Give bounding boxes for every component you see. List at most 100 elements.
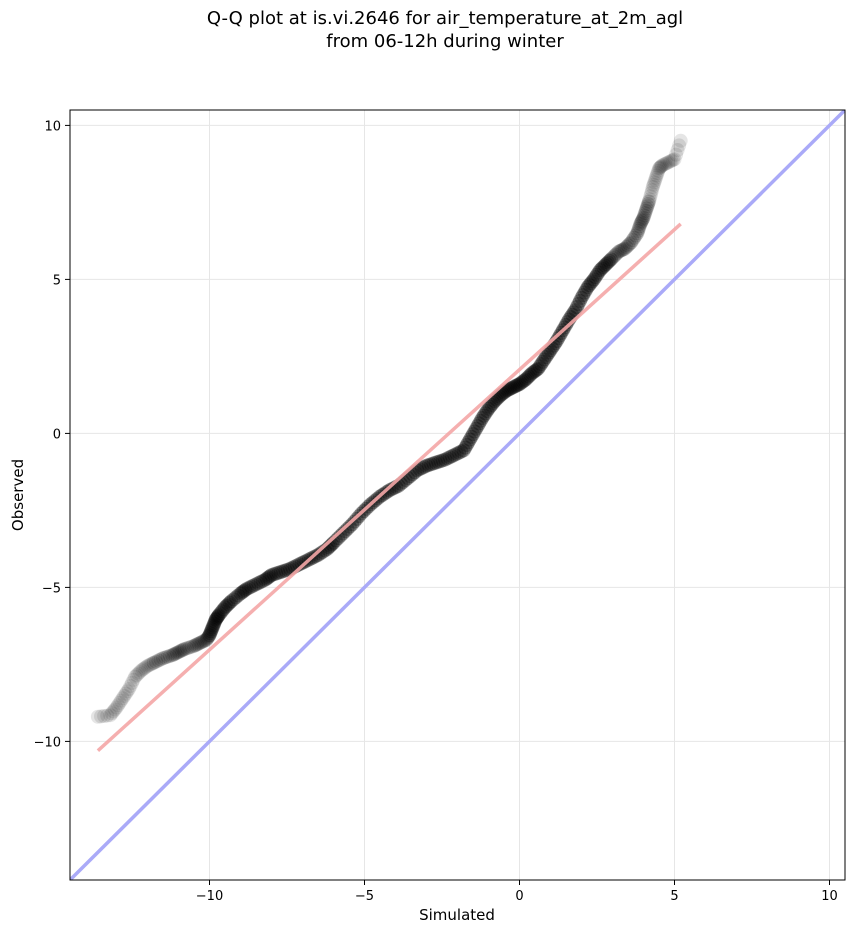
quantile-point xyxy=(145,656,160,671)
quantile-point xyxy=(210,610,225,625)
quantile-point xyxy=(636,210,651,225)
quantile-point xyxy=(246,578,261,593)
quantile-point xyxy=(137,661,152,676)
quantile-point xyxy=(419,458,434,473)
quantile-point xyxy=(659,156,674,171)
quantile-point xyxy=(433,454,448,469)
quantile-point xyxy=(173,644,188,659)
quantile-point xyxy=(207,616,222,631)
quantile-point xyxy=(504,380,519,395)
quantile-point xyxy=(228,590,243,605)
quantile-point xyxy=(512,377,527,392)
quantile-point xyxy=(262,569,277,584)
quantile-point xyxy=(625,233,640,248)
quantile-point xyxy=(640,199,655,214)
plot-frame xyxy=(69,109,846,881)
quantile-point xyxy=(280,562,295,577)
quantile-point xyxy=(258,572,273,587)
quantile-point xyxy=(111,698,126,713)
quantile-point xyxy=(580,280,595,295)
quantile-point xyxy=(182,640,197,655)
quantile-point xyxy=(577,285,592,300)
quantile-point xyxy=(472,416,487,431)
quantile-point xyxy=(634,215,649,230)
quantile-point xyxy=(650,166,665,181)
quantile-point xyxy=(213,606,228,621)
quantile-point xyxy=(249,577,263,592)
quantile-point xyxy=(132,665,147,680)
quantile-point xyxy=(345,517,360,532)
quantile-point xyxy=(560,315,575,330)
quantile-point xyxy=(518,372,533,387)
quantile-point xyxy=(171,645,186,660)
quantile-point xyxy=(524,366,539,381)
quantile-point xyxy=(645,180,660,194)
quantile-point xyxy=(449,446,464,461)
quantile-point xyxy=(142,658,157,673)
quantile-point xyxy=(614,243,629,258)
quantile-point xyxy=(168,646,183,661)
quantile-point xyxy=(197,633,212,648)
quantile-point xyxy=(222,595,237,610)
quantile-point xyxy=(261,570,276,585)
quantile-point xyxy=(169,645,184,660)
quantile-point xyxy=(273,565,288,579)
quantile-point xyxy=(114,693,129,708)
quantile-point xyxy=(340,521,355,536)
quantile-point xyxy=(190,637,205,652)
quantile-point xyxy=(647,175,662,190)
quantile-point xyxy=(149,654,164,669)
quantile-point xyxy=(445,449,460,464)
quantile-point xyxy=(269,566,284,581)
quantile-point xyxy=(188,638,203,653)
quantile-point xyxy=(582,278,597,293)
quantile-point xyxy=(218,600,232,615)
quantile-point xyxy=(162,648,177,663)
quantile-point xyxy=(590,267,604,282)
quantile-point xyxy=(617,241,632,256)
quantile-point xyxy=(478,406,493,421)
quantile-point xyxy=(231,588,246,603)
quantile-point xyxy=(421,457,436,472)
quantile-point xyxy=(645,183,660,198)
quantile-point xyxy=(208,612,223,627)
x-tick-label: −10 xyxy=(196,889,223,904)
quantile-point xyxy=(121,682,136,697)
y-tick-label: 5 xyxy=(53,273,61,288)
quantile-point xyxy=(596,260,611,275)
quantile-point xyxy=(585,274,600,289)
quantile-point xyxy=(165,648,180,663)
quantile-point xyxy=(166,647,181,662)
quantile-point xyxy=(200,631,215,646)
quantile-point xyxy=(637,208,652,223)
quantile-point xyxy=(481,401,496,416)
quantile-point xyxy=(619,240,634,255)
quantile-point xyxy=(313,546,328,561)
quantile-point xyxy=(654,159,669,174)
quantile-point xyxy=(382,483,397,498)
quantile-point xyxy=(538,350,553,365)
quantile-point xyxy=(658,156,673,171)
quantile-point xyxy=(476,408,491,423)
x-tick-label: 0 xyxy=(515,889,523,904)
quantile-point xyxy=(624,235,639,250)
quantile-points xyxy=(90,133,688,724)
quantile-point xyxy=(559,317,573,332)
quantile-point xyxy=(475,411,490,425)
quantile-point xyxy=(219,598,234,613)
quantile-point xyxy=(176,642,191,657)
quantile-point xyxy=(461,435,476,450)
quantile-point xyxy=(184,639,199,654)
quantile-point xyxy=(106,704,121,719)
quantile-point xyxy=(431,454,446,469)
quantile-point xyxy=(207,614,222,629)
quantile-point xyxy=(200,630,215,645)
quantile-point xyxy=(534,357,549,372)
quantile-point xyxy=(126,672,141,687)
x-axis-label: Simulated xyxy=(419,906,495,924)
quantile-point xyxy=(462,432,477,447)
quantile-point xyxy=(644,186,659,201)
quantile-point xyxy=(251,576,266,591)
quantile-point xyxy=(94,709,108,724)
quantile-point xyxy=(205,620,220,635)
